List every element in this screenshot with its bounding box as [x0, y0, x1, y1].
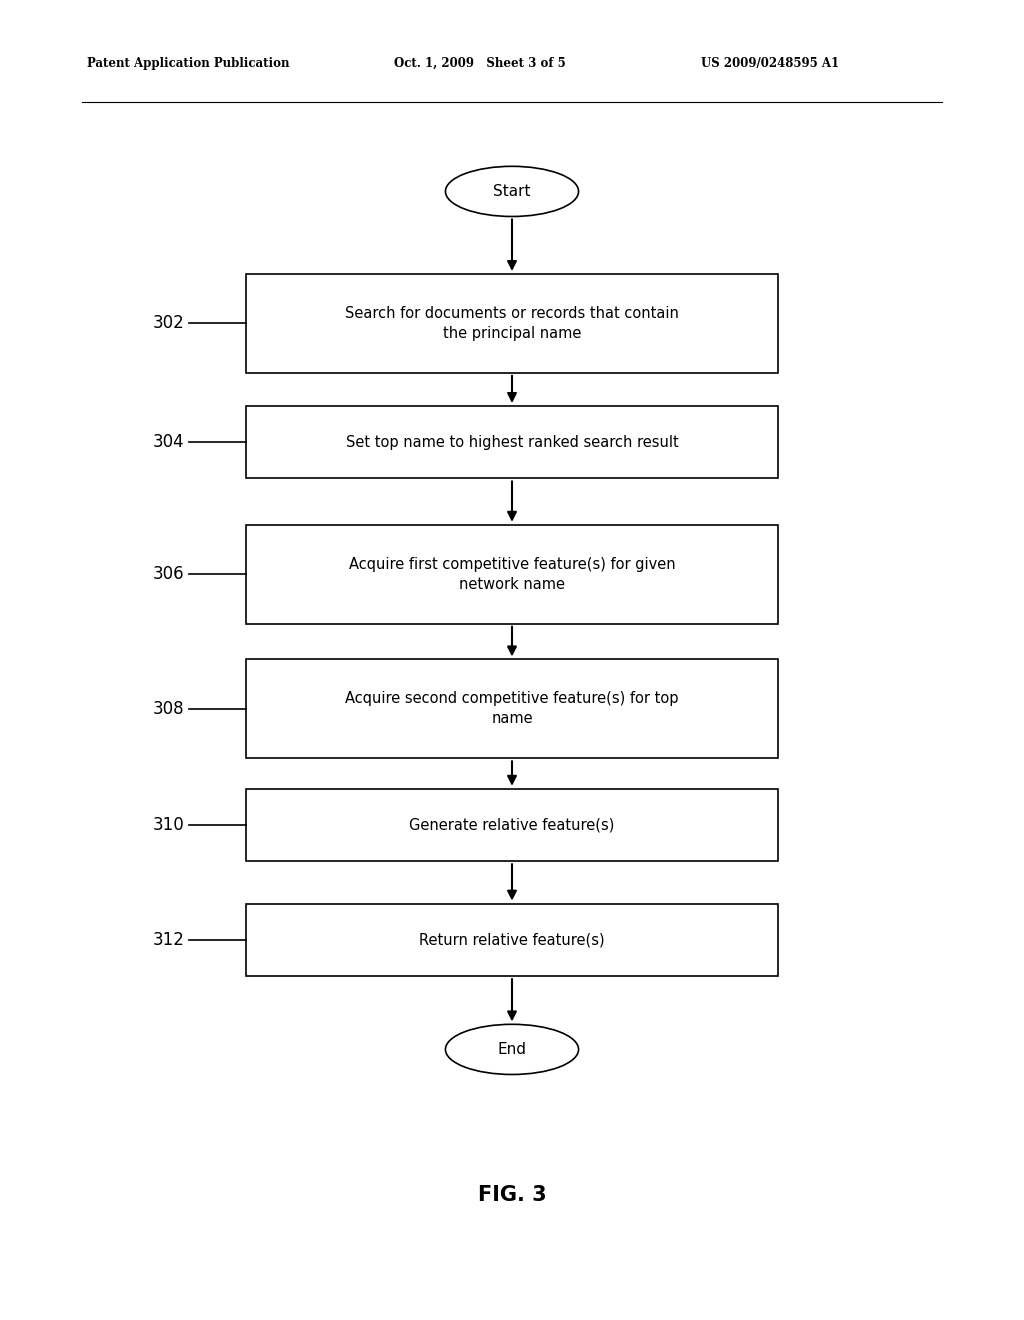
Text: Patent Application Publication: Patent Application Publication	[87, 57, 290, 70]
Text: Search for documents or records that contain
the principal name: Search for documents or records that con…	[345, 306, 679, 341]
FancyBboxPatch shape	[246, 659, 778, 758]
FancyBboxPatch shape	[246, 275, 778, 372]
Text: Set top name to highest ranked search result: Set top name to highest ranked search re…	[346, 434, 678, 450]
Text: 304: 304	[153, 433, 184, 451]
Ellipse shape	[445, 1024, 579, 1074]
Ellipse shape	[445, 166, 579, 216]
Text: 312: 312	[153, 931, 184, 949]
Text: Generate relative feature(s): Generate relative feature(s)	[410, 817, 614, 833]
FancyBboxPatch shape	[246, 525, 778, 624]
Text: FIG. 3: FIG. 3	[477, 1184, 547, 1205]
Text: Acquire second competitive feature(s) for top
name: Acquire second competitive feature(s) fo…	[345, 692, 679, 726]
Text: Start: Start	[494, 183, 530, 199]
Text: End: End	[498, 1041, 526, 1057]
Text: 302: 302	[153, 314, 184, 333]
Text: 308: 308	[153, 700, 184, 718]
FancyBboxPatch shape	[246, 789, 778, 862]
Text: Oct. 1, 2009   Sheet 3 of 5: Oct. 1, 2009 Sheet 3 of 5	[394, 57, 566, 70]
FancyBboxPatch shape	[246, 405, 778, 478]
Text: Acquire first competitive feature(s) for given
network name: Acquire first competitive feature(s) for…	[349, 557, 675, 591]
Text: US 2009/0248595 A1: US 2009/0248595 A1	[701, 57, 840, 70]
Text: 306: 306	[153, 565, 184, 583]
Text: Return relative feature(s): Return relative feature(s)	[419, 932, 605, 948]
FancyBboxPatch shape	[246, 904, 778, 977]
Text: 310: 310	[153, 816, 184, 834]
